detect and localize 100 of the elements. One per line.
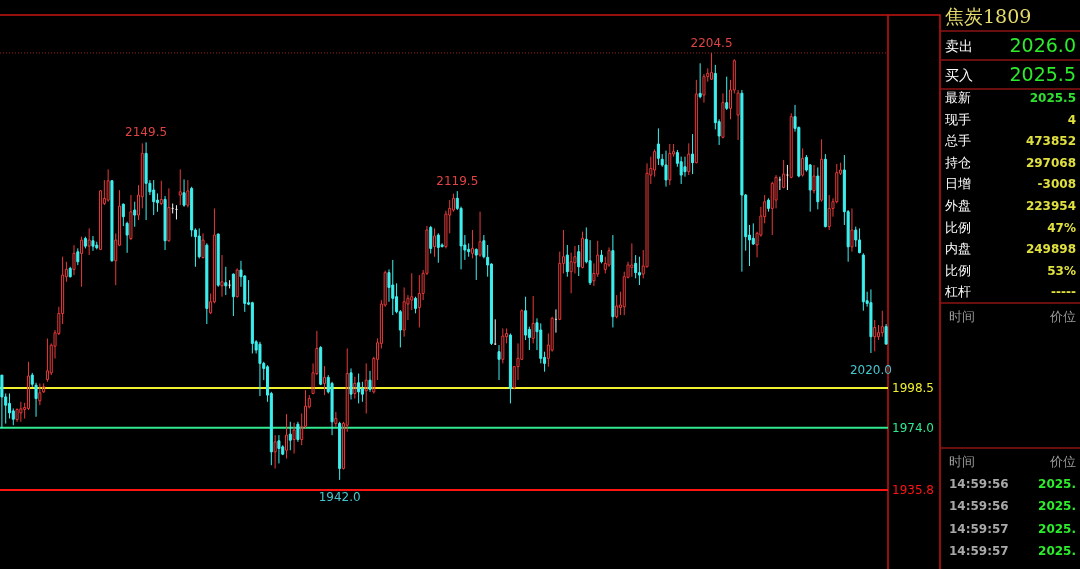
- text: 4: [1067, 112, 1076, 127]
- candlestick: [493, 318, 497, 346]
- candlestick: [740, 89, 744, 273]
- candlestick: [414, 296, 418, 314]
- candlestick: [133, 201, 137, 228]
- candlestick: [152, 179, 156, 216]
- candlestick: [664, 150, 668, 188]
- candlestick: [273, 434, 277, 469]
- candlestick: [778, 176, 782, 191]
- candlestick: [0, 374, 4, 429]
- text: 53%: [1047, 263, 1076, 278]
- candlestick: [687, 142, 691, 176]
- category-label: 内盘: [945, 241, 971, 257]
- candlestick: [322, 365, 326, 396]
- candlestick: [368, 370, 372, 393]
- candlestick: [364, 362, 368, 414]
- candlestick: [186, 179, 190, 208]
- text: 2025.5: [1029, 91, 1076, 105]
- candlestick: [565, 244, 569, 278]
- candlestick: [884, 323, 888, 346]
- category-label: 日增: [945, 176, 971, 192]
- text: 2025.: [1038, 499, 1076, 514]
- category-label: 最新: [945, 90, 971, 105]
- candlestick: [497, 344, 501, 381]
- annotation: 1942.0: [318, 489, 361, 504]
- candlestick: [827, 194, 831, 231]
- candlestick: [478, 211, 482, 258]
- candlestick: [91, 235, 95, 252]
- text: 473852: [1025, 134, 1076, 149]
- text: 2025.5: [1009, 63, 1076, 85]
- category-label: 持仓: [945, 154, 971, 170]
- text: 2025.: [1038, 477, 1076, 491]
- candlestick: [710, 52, 714, 81]
- category-label: 现手: [945, 111, 971, 127]
- text: 时间: [949, 309, 975, 324]
- text: 价位: [1049, 309, 1076, 324]
- category-label: 比例: [945, 219, 971, 235]
- annotation: 2149.5: [125, 125, 168, 140]
- category-label: 比例: [945, 262, 971, 278]
- candlestick: [178, 168, 182, 206]
- text: 297068: [1025, 155, 1076, 170]
- candlestick: [159, 180, 163, 206]
- candlestick: [782, 159, 786, 189]
- candlestick: [554, 308, 558, 334]
- candlestick: [470, 229, 474, 259]
- candlestick: [110, 179, 114, 263]
- candlestick: [501, 327, 505, 364]
- candlestick: [235, 267, 239, 299]
- text: 14:59:56: [949, 477, 1009, 491]
- candlestick: [228, 279, 232, 289]
- candlestick: [599, 249, 604, 264]
- candlestick: [87, 227, 91, 256]
- annotation: 2204.5: [690, 35, 733, 50]
- candlestick: [284, 413, 289, 460]
- candlestick: [391, 259, 395, 316]
- candlestick: [174, 204, 178, 220]
- candlestick: [144, 141, 148, 221]
- category-label: 杠杆: [944, 284, 971, 300]
- candlestick: [637, 256, 641, 286]
- y-tick-label: 1935.8: [892, 483, 934, 498]
- candlestick: [869, 288, 873, 354]
- candlestick: [182, 178, 186, 208]
- candlestick: [417, 274, 421, 328]
- candlestick: [106, 168, 110, 203]
- candlestick: [785, 164, 789, 191]
- annotation: 2119.5: [436, 174, 479, 189]
- candlestick: [163, 195, 167, 251]
- candlestick: [296, 421, 300, 443]
- candlestick: [167, 187, 171, 243]
- candlestick: [432, 227, 437, 258]
- candlestick: [801, 147, 805, 178]
- candlestick: [76, 247, 80, 266]
- text: 2025.: [1038, 543, 1076, 558]
- candlestick: [615, 294, 619, 319]
- category-label: 外盘: [945, 198, 971, 213]
- candlestick: [850, 207, 854, 253]
- candlestick: [816, 166, 820, 210]
- category-label: 卖出: [945, 38, 973, 54]
- candlestick: [873, 319, 877, 352]
- candlestick: [349, 367, 353, 401]
- candlestick: [83, 236, 87, 249]
- category-label: 买入: [945, 67, 973, 83]
- candlestick: [698, 62, 702, 99]
- candlestick: [231, 272, 235, 317]
- text: 14:59:56: [949, 499, 1009, 514]
- candlestick: [357, 372, 361, 404]
- text: 2025.: [1038, 521, 1076, 536]
- text: -----: [1051, 285, 1076, 300]
- candlestick: [277, 434, 281, 464]
- candlestick: [858, 227, 862, 254]
- y-tick-label: 1998.5: [892, 381, 934, 396]
- candlestick: [508, 332, 512, 404]
- candlestick: [880, 310, 884, 338]
- text: 249898: [1025, 242, 1076, 257]
- candlestick: [38, 382, 42, 406]
- candlestick: [436, 232, 440, 264]
- category-label: 总手: [944, 133, 971, 149]
- candlestick: [258, 341, 262, 397]
- candlestick: [725, 76, 729, 111]
- candlestick: [611, 234, 615, 328]
